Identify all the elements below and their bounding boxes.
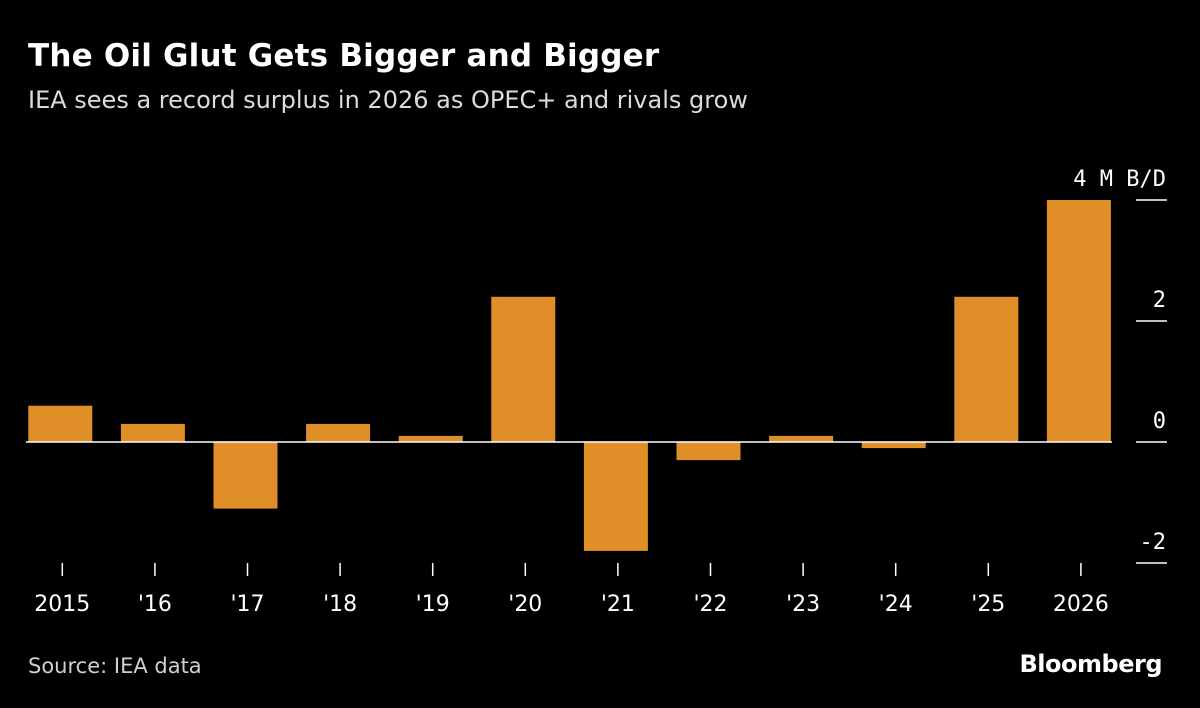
bar-1 xyxy=(120,423,185,442)
y-tick-label-3: -2 xyxy=(1140,530,1167,555)
x-tick-label-1: '16 xyxy=(138,592,172,617)
bar-11 xyxy=(1046,200,1111,442)
x-tick-label-2: '17 xyxy=(230,592,264,617)
x-tick-label-6: '21 xyxy=(601,592,635,617)
x-axis: 2015 '16 '17 '18 '19 '20 '21 '22 '23 '24 '25 2026 xyxy=(34,563,1109,617)
x-tick-label-3: '18 xyxy=(323,592,357,617)
bar-2 xyxy=(213,442,278,509)
x-tick-label-0: 2015 xyxy=(34,592,90,617)
bloomberg-logo: Bloomberg xyxy=(1019,650,1163,678)
x-tick-label-11: 2026 xyxy=(1053,592,1109,617)
y-tick-label-0: 4 M B/D xyxy=(1073,167,1166,192)
x-tick-label-10: '25 xyxy=(971,592,1005,617)
bar-10 xyxy=(954,296,1019,442)
bars-group xyxy=(26,200,1112,551)
bar-9 xyxy=(861,442,926,449)
bar-3 xyxy=(306,423,371,442)
y-tick-label-1: 2 xyxy=(1153,288,1166,313)
y-tick-label-2: 0 xyxy=(1153,409,1166,434)
x-tick-label-7: '22 xyxy=(693,592,727,617)
x-tick-label-9: '24 xyxy=(879,592,913,617)
x-tick-label-8: '23 xyxy=(786,592,820,617)
chart-subtitle: IEA sees a record surplus in 2026 as OPE… xyxy=(28,86,748,114)
bar-7 xyxy=(676,442,741,461)
bar-4 xyxy=(398,435,463,442)
x-tick-label-4: '19 xyxy=(416,592,450,617)
y-axis: 4 M B/D 2 0 -2 xyxy=(1073,167,1167,564)
x-tick-label-5: '20 xyxy=(508,592,542,617)
bar-6 xyxy=(583,442,648,551)
bar-5 xyxy=(491,296,556,442)
source-note: Source: IEA data xyxy=(28,654,202,678)
chart-title: The Oil Glut Gets Bigger and Bigger xyxy=(28,38,660,74)
bar-8 xyxy=(769,435,834,442)
bar-0 xyxy=(28,405,93,442)
